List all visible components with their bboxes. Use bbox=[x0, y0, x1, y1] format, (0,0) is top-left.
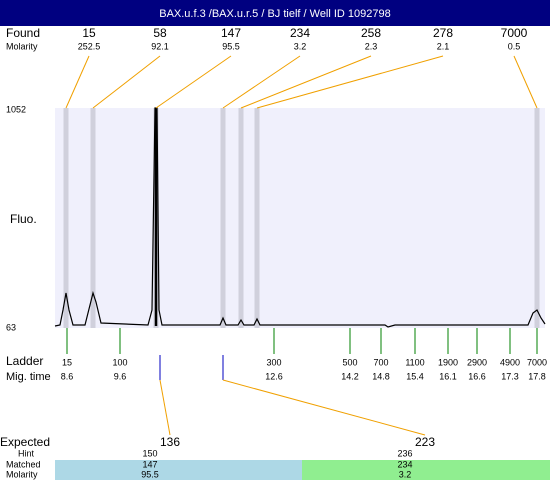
mig-time: 14.2 bbox=[341, 371, 359, 381]
ladder-label: Ladder bbox=[6, 354, 43, 368]
found-molarity: 2.3 bbox=[365, 41, 378, 51]
expected-size: 223 bbox=[415, 435, 435, 449]
y-top: 1052 bbox=[6, 104, 26, 114]
molarity: 3.2 bbox=[399, 469, 412, 479]
plot-area bbox=[55, 108, 545, 328]
connector bbox=[240, 55, 372, 109]
trace bbox=[54, 107, 546, 328]
mig-time: 16.1 bbox=[439, 371, 457, 381]
found-size: 147 bbox=[221, 26, 241, 40]
y-label: Fluo. bbox=[10, 212, 37, 226]
connector bbox=[65, 55, 90, 109]
connector bbox=[222, 379, 426, 436]
ladder-size: 1900 bbox=[438, 357, 458, 367]
mig-time: 9.6 bbox=[114, 371, 127, 381]
expected-size: 136 bbox=[160, 435, 180, 449]
connector bbox=[155, 55, 232, 109]
y-bottom: 63 bbox=[6, 322, 16, 332]
found-size: 258 bbox=[361, 26, 381, 40]
connector bbox=[159, 379, 171, 436]
found-molarity: 95.5 bbox=[222, 41, 240, 51]
connector bbox=[256, 55, 444, 109]
hint: 236 bbox=[397, 448, 412, 458]
peak-band bbox=[254, 108, 260, 328]
molarity-label: Molarity bbox=[6, 469, 38, 479]
peak-band bbox=[90, 108, 96, 328]
ladder-size: 7000 bbox=[527, 357, 547, 367]
molarity-label: Molarity bbox=[6, 41, 38, 51]
ladder-size: 15 bbox=[62, 357, 72, 367]
found-molarity: 252.5 bbox=[78, 41, 101, 51]
found-label: Found bbox=[6, 26, 40, 40]
title-bar bbox=[0, 0, 550, 26]
matched-bar bbox=[55, 460, 302, 480]
mig-time: 12.6 bbox=[265, 371, 283, 381]
ladder-size: 4900 bbox=[500, 357, 520, 367]
peak-band bbox=[534, 108, 540, 328]
ladder-size: 2900 bbox=[467, 357, 487, 367]
ladder-size: 500 bbox=[342, 357, 357, 367]
found-size: 7000 bbox=[501, 26, 528, 40]
migtime-label: Mig. time bbox=[6, 371, 51, 383]
matched-bar bbox=[302, 460, 550, 480]
ladder-size: 100 bbox=[112, 357, 127, 367]
mig-time: 16.6 bbox=[468, 371, 486, 381]
found-molarity: 2.1 bbox=[437, 41, 450, 51]
found-size: 278 bbox=[433, 26, 453, 40]
mig-time: 17.3 bbox=[501, 371, 519, 381]
ladder-size: 300 bbox=[266, 357, 281, 367]
found-molarity: 0.5 bbox=[508, 41, 521, 51]
peak-band bbox=[238, 108, 244, 328]
connector bbox=[222, 55, 301, 109]
matched-label: Matched bbox=[6, 459, 41, 469]
hint: 150 bbox=[142, 448, 157, 458]
found-molarity: 3.2 bbox=[294, 41, 307, 51]
molarity: 95.5 bbox=[141, 469, 159, 479]
mig-time: 17.8 bbox=[528, 371, 546, 381]
peak-band bbox=[63, 108, 69, 328]
connector bbox=[513, 55, 538, 109]
found-molarity: 92.1 bbox=[151, 41, 169, 51]
connector bbox=[92, 55, 161, 109]
ladder-size: 700 bbox=[373, 357, 388, 367]
matched: 147 bbox=[142, 459, 157, 469]
hint-label: Hint bbox=[18, 448, 35, 458]
mig-time: 8.6 bbox=[61, 371, 74, 381]
found-size: 58 bbox=[153, 26, 167, 40]
found-size: 15 bbox=[82, 26, 96, 40]
mig-time: 15.4 bbox=[406, 371, 424, 381]
found-size: 234 bbox=[290, 26, 310, 40]
expected-label: Expected bbox=[0, 435, 50, 449]
title: BAX.u.f.3 /BAX.u.r.5 / BJ tielf / Well I… bbox=[159, 8, 391, 20]
peak-band bbox=[220, 108, 226, 328]
mig-time: 14.8 bbox=[372, 371, 390, 381]
matched: 234 bbox=[397, 459, 412, 469]
ladder-size: 1100 bbox=[405, 357, 424, 367]
